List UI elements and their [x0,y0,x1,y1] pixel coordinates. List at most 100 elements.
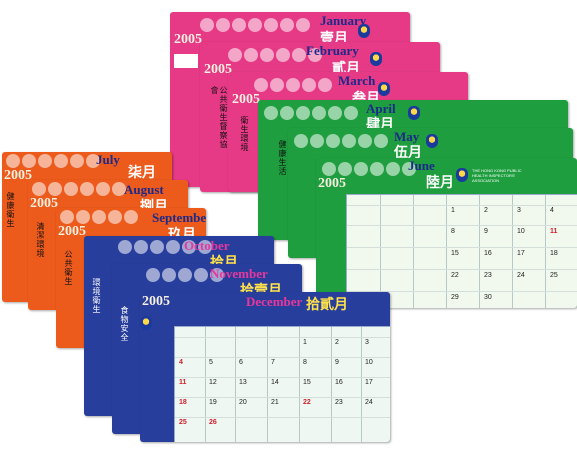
month-name-en: September [152,210,206,225]
association-emblem-icon [408,106,420,120]
month-name-en: October [184,238,230,253]
photo-dots [228,48,324,64]
photo-dots [294,134,390,150]
year-label: 2005 [58,224,86,239]
photo-dots [146,268,226,284]
date-cell: 29 [451,294,459,301]
motto-text: 食物安全 [120,306,129,342]
date-cell: 9 [335,359,339,366]
date-cell: 26 [209,419,217,426]
month-name-zh: 柒月 [128,165,156,181]
date-cell: 6 [239,359,243,366]
year-label: 2005 [232,92,260,107]
month-name-zh: 伍月 [394,145,422,161]
date-cell: 22 [451,272,459,279]
june-date-grid: 1 2 3 4 8 9 10 11 15 16 17 18 22 23 24 2… [346,194,577,308]
mini-calendar [174,54,198,68]
motto-text: 公共衛生督察協會 [210,86,228,149]
photo-dots [32,182,128,198]
date-cell: 14 [271,379,279,386]
association-emblem-icon [426,134,438,148]
date-cell: 19 [209,399,217,406]
date-cell: 10 [365,359,373,366]
motto-text: 環境衛生 [92,278,101,314]
date-cell: 16 [484,250,492,257]
date-cell: 17 [365,379,373,386]
year-label: 2005 [204,62,232,77]
date-cell: 11 [550,228,558,235]
year-label: 2005 [174,32,202,47]
date-cell: 1 [303,339,307,346]
date-cell: 7 [271,359,275,366]
month-name-en: July [96,152,120,167]
association-emblem-icon [358,24,370,38]
date-cell: 4 [179,359,183,366]
december-date-grid: 1 2 3 4 5 6 7 8 9 10 11 12 13 14 15 16 1… [174,326,390,442]
month-name-zh: 陸月 [426,175,454,191]
photo-dots [322,162,418,178]
date-cell: 12 [209,379,217,386]
date-cell: 2 [484,207,488,214]
date-cell: 15 [451,250,459,257]
date-cell: 2 [335,339,339,346]
date-cell: 20 [239,399,247,406]
date-cell: 8 [451,228,455,235]
photo-dots [118,240,214,256]
month-name-en: January [320,13,367,28]
date-cell: 21 [271,399,279,406]
calendar-sheet-june: 2005 June 陸月 THE HONG KONG PUBLIC HEALTH… [316,158,577,308]
date-cell: 8 [303,359,307,366]
date-cell: 23 [484,272,492,279]
date-cell: 9 [484,228,488,235]
date-cell: 16 [335,379,343,386]
date-cell: 24 [365,399,373,406]
date-cell: 23 [335,399,343,406]
calendar-sheet-december: 2005 December 拾貳月 1 2 3 4 5 6 7 8 9 10 1… [140,292,390,442]
month-name-zh: 拾貳月 [306,297,348,313]
month-name-en: May [394,129,420,144]
month-name-en: April [366,101,396,116]
date-cell: 25 [179,419,187,426]
motto-text: 健康生活 [278,140,287,176]
association-emblem-icon [456,168,468,182]
month-name-en: December [246,294,303,309]
date-cell: 1 [451,207,455,214]
month-name-en: November [210,266,268,281]
date-cell: 10 [517,228,525,235]
motto-text: 公共衛生 [64,250,73,286]
date-cell: 3 [517,207,521,214]
date-cell: 18 [550,250,558,257]
date-cell: 22 [303,399,311,406]
motto-text: 清潔環境 [36,222,45,258]
month-name-en: August [124,182,164,197]
month-name-en: March [338,73,376,88]
date-cell: 30 [484,294,492,301]
motto-text: 衛生環境 [240,116,249,152]
date-cell: 25 [550,272,558,279]
date-cell: 4 [550,207,554,214]
association-emblem-icon [378,82,390,96]
date-cell: 24 [517,272,525,279]
association-emblem-icon [370,52,382,66]
month-name-en: February [306,43,359,58]
date-cell: 18 [179,399,187,406]
month-name-en: June [408,158,435,173]
photo-dots [254,78,334,94]
photo-dots [60,210,140,226]
date-cell: 3 [365,339,369,346]
year-label: 2005 [318,176,346,191]
photo-dots [6,154,102,170]
association-name: THE HONG KONG PUBLIC HEALTH INSPECTORS' … [472,168,522,183]
year-label: 2005 [142,294,170,309]
photo-dots [200,18,312,34]
date-cell: 11 [179,379,187,386]
year-label: 2005 [30,196,58,211]
year-label: 2005 [4,168,32,183]
date-cell: 17 [517,250,525,257]
photo-dots [264,106,360,122]
association-emblem-icon [140,316,152,330]
date-cell: 13 [239,379,247,386]
date-cell: 15 [303,379,311,386]
date-cell: 5 [209,359,213,366]
motto-text: 健康衛生 [6,192,15,228]
